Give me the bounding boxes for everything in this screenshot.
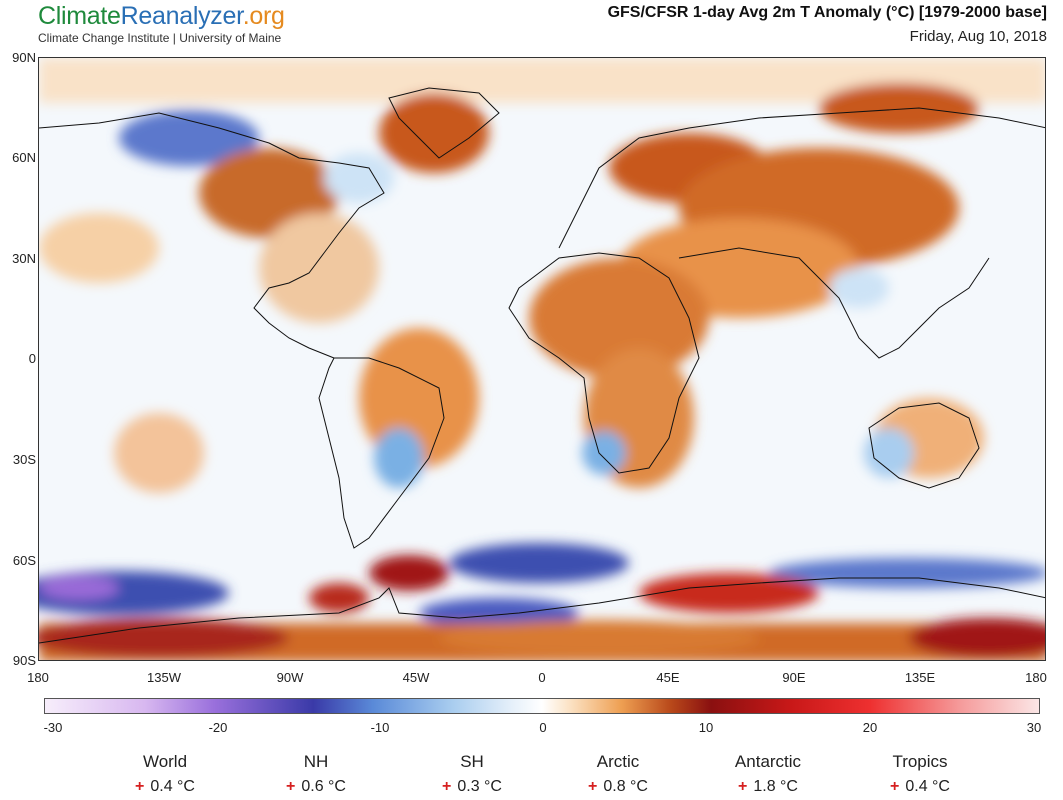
lat-label-90s: 90S [12, 653, 36, 668]
stat-tropics: Tropics +0.4 °C [860, 752, 980, 796]
lon-label-45e: 45E [656, 670, 680, 685]
stat-nh-name: NH [303, 752, 329, 771]
lon-label-45w: 45W [402, 670, 430, 685]
lat-label-90n: 90N [12, 50, 36, 65]
stat-antarctic-name: Antarctic [734, 752, 802, 771]
lon-label-135w: 135W [147, 670, 181, 685]
logo-part-3: .org [242, 2, 285, 30]
stat-arctic-name: Arctic [596, 752, 640, 771]
scale-tick-30: 30 [1026, 720, 1042, 735]
lon-label-90e: 90E [782, 670, 806, 685]
plus-icon: + [442, 778, 452, 795]
stat-nh-value: 0.6 °C [301, 778, 346, 795]
lon-label-180e: 180 [1025, 670, 1047, 685]
organization-line: Climate Change Institute | University of… [38, 31, 282, 45]
map-title: GFS/CFSR 1-day Avg 2m T Anomaly (°C) [19… [607, 4, 1047, 21]
stat-world: World +0.4 °C [105, 752, 225, 796]
scale-tick--20: -20 [208, 720, 228, 735]
plus-icon: + [890, 778, 900, 795]
stat-sh-name: SH [460, 752, 484, 771]
stat-arctic-value: 0.8 °C [603, 778, 648, 795]
anomaly-map [38, 57, 1046, 661]
lat-label-60s: 60S [12, 553, 36, 568]
stat-antarctic: Antarctic +1.8 °C [708, 752, 828, 796]
scale-tick-20: 20 [862, 720, 878, 735]
lat-label-60n: 60N [12, 150, 36, 165]
site-logo[interactable]: ClimateReanalyzer.org [38, 2, 285, 31]
lon-label-90w: 90W [276, 670, 304, 685]
anomaly-field [39, 58, 1045, 660]
lon-label-135e: 135E [904, 670, 936, 685]
coastlines [39, 87, 1045, 644]
stat-sh-value: 0.3 °C [457, 778, 502, 795]
lat-label-30s: 30S [12, 452, 36, 467]
plus-icon: + [588, 778, 598, 795]
stat-tropics-name: Tropics [892, 752, 948, 771]
plus-icon: + [286, 778, 296, 795]
stat-tropics-value: 0.4 °C [905, 778, 950, 795]
scale-tick--10: -10 [370, 720, 390, 735]
lon-label-0: 0 [538, 670, 546, 685]
plus-icon: + [738, 778, 748, 795]
color-scale-bar [44, 698, 1040, 714]
stat-nh: NH +0.6 °C [256, 752, 376, 796]
scale-tick-0: 0 [539, 720, 547, 735]
anomaly-map-svg [39, 58, 1045, 660]
stat-sh: SH +0.3 °C [412, 752, 532, 796]
scale-tick--30: -30 [43, 720, 63, 735]
stat-antarctic-value: 1.8 °C [753, 778, 798, 795]
stat-arctic: Arctic +0.8 °C [558, 752, 678, 796]
lon-label-180w: 180 [27, 670, 49, 685]
scale-tick-10: 10 [698, 720, 714, 735]
plus-icon: + [135, 778, 145, 795]
lat-label-30n: 30N [12, 251, 36, 266]
logo-part-1: Climate [38, 2, 121, 30]
map-date: Friday, Aug 10, 2018 [909, 28, 1047, 45]
stat-world-name: World [142, 752, 188, 771]
logo-part-2: Reanalyzer [120, 2, 243, 30]
lat-label-0: 0 [28, 351, 36, 366]
stat-world-value: 0.4 °C [150, 778, 195, 795]
